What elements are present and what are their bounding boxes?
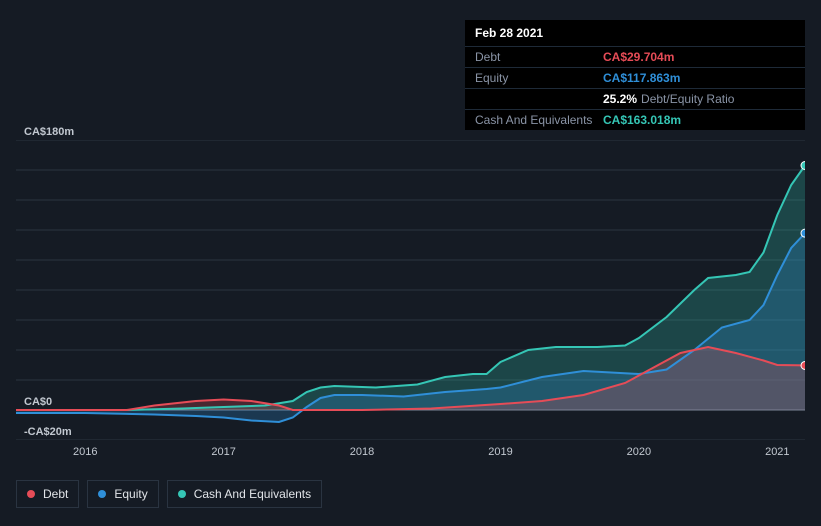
legend-dot-icon <box>178 490 186 498</box>
chart-legend: Debt Equity Cash And Equivalents <box>16 480 322 508</box>
legend-item-label: Cash And Equivalents <box>194 487 311 501</box>
tooltip-row-label: Equity <box>475 71 603 85</box>
tooltip-row: DebtCA$29.704m <box>465 46 805 67</box>
tooltip-row-label: Debt <box>475 50 603 64</box>
tooltip-row: 25.2%Debt/Equity Ratio <box>465 88 805 109</box>
x-axis-label: 2017 <box>211 446 235 458</box>
chart-plot-area <box>16 140 805 440</box>
tooltip-row-label: Cash And Equivalents <box>475 113 603 127</box>
tooltip-row-value: CA$163.018m <box>603 113 681 127</box>
series-endpoint-equity <box>801 229 805 237</box>
chart-x-axis: 2016 2017 2018 2019 2020 2021 <box>16 446 805 462</box>
x-axis-label: 2018 <box>350 446 374 458</box>
tooltip-date: Feb 28 2021 <box>465 20 805 46</box>
series-endpoint-cash <box>801 162 805 170</box>
legend-dot-icon <box>98 490 106 498</box>
tooltip-ratio: 25.2%Debt/Equity Ratio <box>603 92 734 106</box>
x-axis-label: 2021 <box>765 446 789 458</box>
tooltip-row-label <box>475 92 603 106</box>
x-axis-label: 2020 <box>627 446 651 458</box>
tooltip-row-value: CA$29.704m <box>603 50 674 64</box>
chart-tooltip: Feb 28 2021 DebtCA$29.704mEquityCA$117.8… <box>465 20 805 130</box>
legend-item-label: Equity <box>114 487 147 501</box>
tooltip-row: Cash And EquivalentsCA$163.018m <box>465 109 805 130</box>
x-axis-label: 2016 <box>73 446 97 458</box>
y-axis-label: CA$180m <box>24 126 74 138</box>
legend-item-label: Debt <box>43 487 68 501</box>
x-axis-label: 2019 <box>488 446 512 458</box>
tooltip-row-value: CA$117.863m <box>603 71 680 85</box>
series-endpoint-debt <box>801 361 805 369</box>
debt-equity-chart: Feb 28 2021 DebtCA$29.704mEquityCA$117.8… <box>0 0 821 526</box>
legend-item-equity[interactable]: Equity <box>87 480 158 508</box>
tooltip-row: EquityCA$117.863m <box>465 67 805 88</box>
legend-item-debt[interactable]: Debt <box>16 480 79 508</box>
legend-item-cash-and-equivalents[interactable]: Cash And Equivalents <box>167 480 322 508</box>
legend-dot-icon <box>27 490 35 498</box>
